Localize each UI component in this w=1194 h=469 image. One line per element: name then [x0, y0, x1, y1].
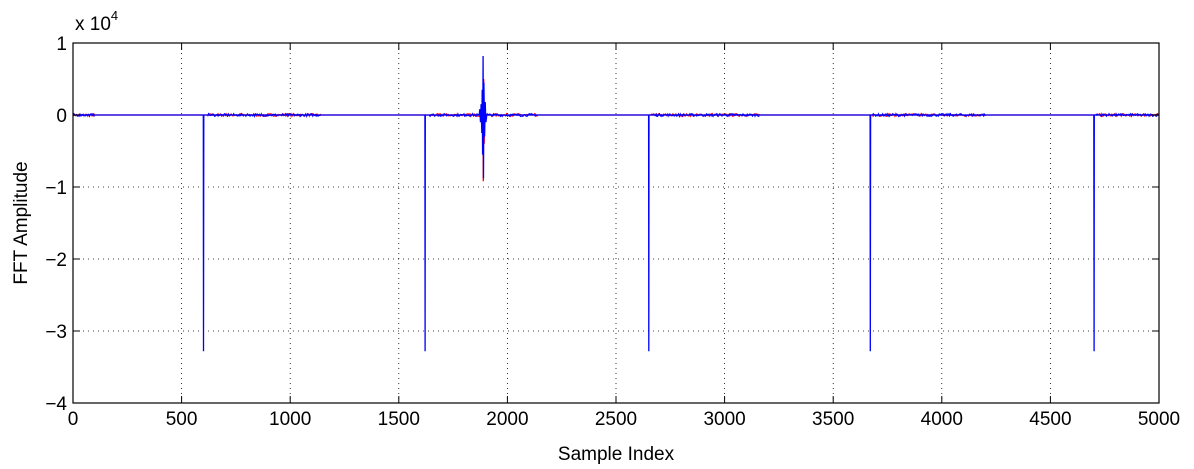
y-exponent-label: x 104	[75, 8, 118, 35]
y-tick-label: 0	[56, 106, 67, 127]
y-tick-label: −1	[45, 178, 67, 199]
series-layer	[72, 55, 1160, 352]
y-tick-label: 1	[56, 34, 67, 55]
y-tick-label: −4	[45, 394, 67, 415]
x-tick-label: 4500	[1029, 409, 1071, 430]
x-tick-label: 4000	[921, 409, 963, 430]
y-tick-label: −2	[45, 250, 67, 271]
x-tick-label: 0	[68, 409, 79, 430]
x-tick-label: 2500	[595, 409, 637, 430]
y-tick-label: −3	[45, 322, 67, 343]
x-tick-label: 1000	[269, 409, 311, 430]
axis-ticks	[72, 42, 1160, 404]
x-tick-label: 500	[166, 409, 198, 430]
x-tick-label: 2000	[486, 409, 528, 430]
grid-lines	[73, 43, 1159, 403]
series-1-line	[73, 55, 1159, 352]
x-tick-label: 5000	[1138, 409, 1180, 430]
x-tick-label: 3000	[703, 409, 745, 430]
x-tick-label: 1500	[378, 409, 420, 430]
x-tick-labels: 0 500 1000 1500 2000 2500 3000 3500 4000 4500 5000	[68, 409, 1180, 430]
x-axis-label: Sample Index	[558, 444, 675, 465]
y-exponent-power: 4	[111, 8, 118, 23]
x-tick-label: 3500	[812, 409, 854, 430]
y-tick-labels: −4 −3 −2 −1 0 1	[45, 34, 67, 415]
y-axis-label: FFT Amplitude	[11, 161, 32, 284]
